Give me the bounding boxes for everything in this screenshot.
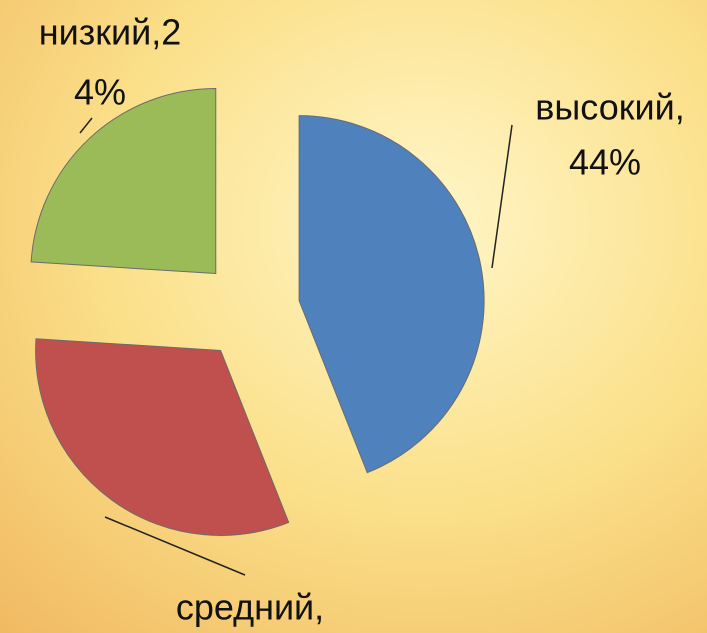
data-label: высокий, <box>535 87 684 128</box>
pie <box>30 88 485 536</box>
leader-line <box>79 117 93 134</box>
data-labels: высокий, 44% средний, низкий,2 4% <box>39 12 685 628</box>
data-label: средний, <box>176 587 324 628</box>
leader-line <box>104 516 246 576</box>
data-label: 44% <box>569 142 641 183</box>
pie-slice <box>298 115 485 474</box>
data-label: 4% <box>74 72 126 113</box>
pie-slice <box>35 338 290 536</box>
pie-slice <box>30 88 217 275</box>
leader-line <box>491 124 513 269</box>
data-label: низкий,2 <box>39 12 182 53</box>
